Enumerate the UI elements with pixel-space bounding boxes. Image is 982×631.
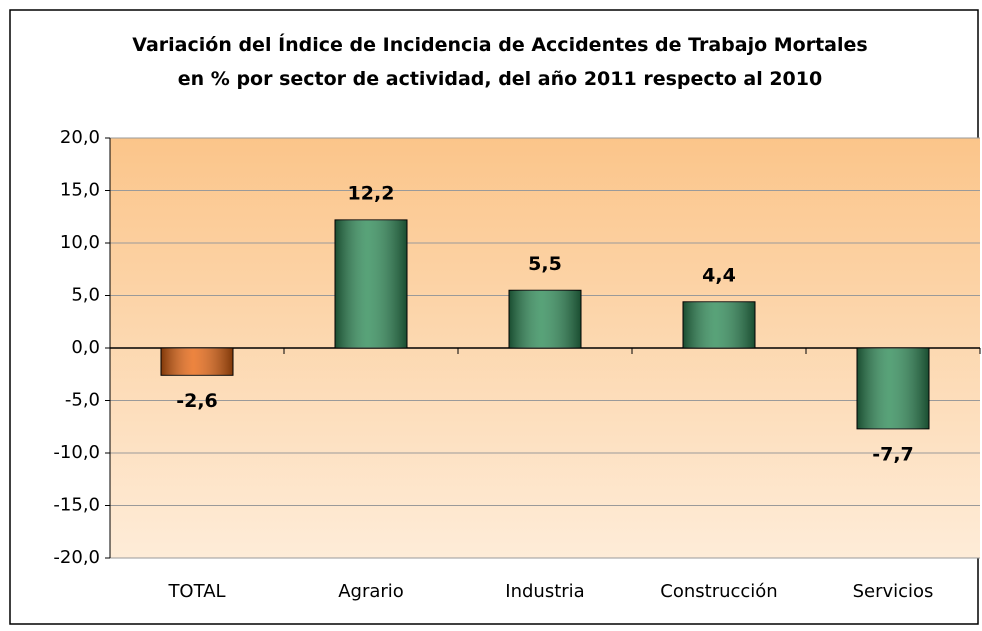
- value-label: -7,7: [872, 443, 914, 465]
- y-tick-label: 5,0: [71, 285, 100, 306]
- y-tick-label: 15,0: [60, 180, 100, 201]
- value-label: 12,2: [348, 182, 395, 204]
- bar-shade: [683, 301, 755, 348]
- value-label: -2,6: [176, 390, 218, 412]
- y-tick-label: -10,0: [53, 442, 100, 463]
- x-tick-label: Agrario: [338, 581, 404, 602]
- chart-title: Variación del Índice de Incidencia de Ac…: [132, 34, 868, 90]
- y-tick-label: 20,0: [60, 127, 100, 148]
- bar-shade: [509, 290, 581, 348]
- bar-shade: [857, 348, 929, 429]
- value-label: 4,4: [702, 264, 736, 286]
- y-tick-label: 10,0: [60, 232, 100, 253]
- y-tick-label: -20,0: [53, 547, 100, 568]
- x-tick-label: TOTAL: [167, 581, 225, 602]
- x-tick-label: Servicios: [853, 581, 934, 602]
- x-tick-label: Industria: [505, 581, 584, 602]
- y-tick-label: 0,0: [71, 337, 100, 358]
- x-tick-label: Construcción: [660, 581, 777, 602]
- bar-shade: [161, 348, 233, 376]
- y-tick-label: -15,0: [53, 495, 100, 516]
- y-tick-label: -5,0: [65, 390, 100, 411]
- value-label: 5,5: [528, 253, 562, 275]
- bar-shade: [335, 219, 407, 348]
